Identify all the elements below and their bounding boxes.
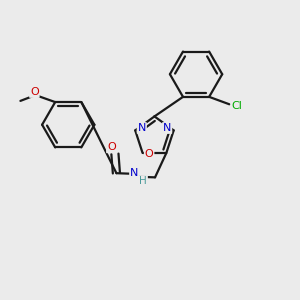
- Text: N: N: [138, 123, 146, 133]
- Text: O: O: [107, 142, 116, 152]
- Text: O: O: [30, 87, 39, 97]
- Text: N: N: [130, 168, 138, 178]
- Text: N: N: [163, 123, 171, 133]
- Text: O: O: [145, 149, 154, 160]
- Text: Cl: Cl: [231, 101, 242, 111]
- Text: H: H: [139, 176, 147, 186]
